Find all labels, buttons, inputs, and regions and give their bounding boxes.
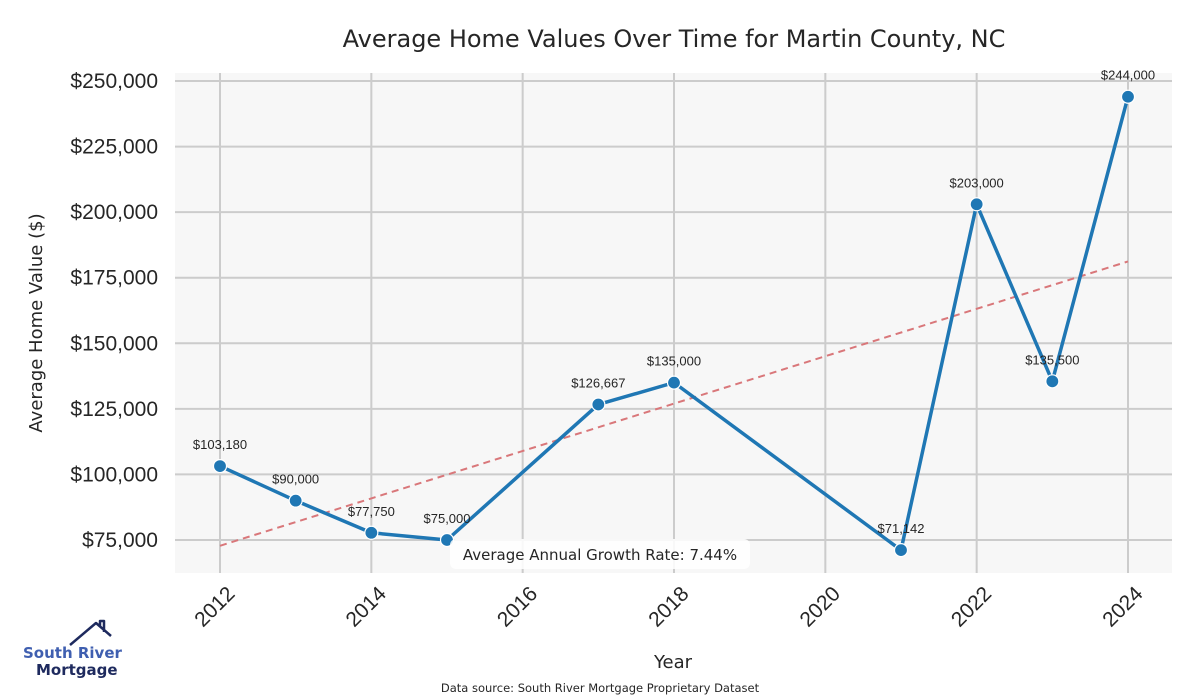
x-tick-label: 2012 — [190, 582, 239, 631]
y-tick-label: $250,000 — [70, 70, 158, 93]
growth-rate-text: Average Annual Growth Rate: 7.44% — [463, 546, 737, 564]
data-label: $71,142 — [878, 521, 925, 536]
y-tick-label: $125,000 — [70, 398, 158, 421]
data-point — [1120, 89, 1136, 104]
x-tick-label: 2014 — [342, 582, 392, 632]
x-tick-label: 2024 — [1098, 582, 1148, 632]
data-point — [288, 493, 303, 508]
data-point — [893, 543, 909, 558]
house-roof-icon — [69, 619, 112, 646]
data-point — [212, 458, 228, 474]
y-tick-label: $100,000 — [70, 463, 158, 486]
data-points — [212, 89, 1136, 558]
data-point — [1045, 374, 1060, 389]
data-label: $244,000 — [1101, 68, 1155, 83]
x-tick-label: 2016 — [493, 582, 542, 631]
x-tick-label: 2020 — [796, 582, 845, 631]
data-label: $203,000 — [950, 175, 1004, 190]
x-axis-label: Year — [653, 652, 693, 673]
y-tick-label: $225,000 — [70, 136, 158, 159]
data-label: $75,000 — [424, 511, 471, 526]
data-label: $77,750 — [348, 504, 395, 519]
y-tick-label: $200,000 — [70, 201, 158, 224]
growth-rate-annotation: Average Annual Growth Rate: 7.44% — [450, 539, 750, 569]
data-labels: $103,180 $90,000 $77,750 $75,000 $126,667 $13… — [193, 68, 1155, 536]
data-source: Data source: South River Mortgage Propri… — [441, 681, 760, 695]
company-logo: South River Mortgage — [23, 619, 123, 679]
data-label: $126,667 — [571, 375, 625, 390]
logo-text-line1: South River — [23, 644, 123, 662]
data-point — [591, 397, 606, 412]
data-label: $103,180 — [193, 437, 247, 452]
data-point — [364, 525, 379, 540]
y-axis-label: Average Home Value ($) — [26, 213, 47, 432]
data-point — [969, 197, 984, 212]
y-tick-label: $150,000 — [70, 332, 158, 355]
data-point — [666, 375, 682, 390]
trend-line — [219, 260, 1129, 547]
data-label: $135,500 — [1025, 352, 1079, 367]
logo-text-line2: Mortgage — [36, 661, 118, 679]
x-axis-ticks: 2012 2014 2016 2018 2020 2022 2024 — [190, 582, 1148, 632]
data-label: $90,000 — [272, 472, 319, 487]
chart-title: Average Home Values Over Time for Martin… — [343, 25, 1006, 53]
y-tick-label: $175,000 — [70, 267, 158, 290]
y-tick-label: $75,000 — [82, 529, 158, 552]
x-tick-label: 2022 — [947, 582, 996, 631]
series-line — [219, 96, 1130, 552]
x-tick-label: 2018 — [644, 582, 693, 631]
data-label: $135,000 — [647, 354, 701, 369]
grid-lines — [175, 73, 1172, 573]
y-axis-ticks: $75,000 $100,000 $125,000 $150,000 $175,000 $… — [70, 70, 158, 552]
